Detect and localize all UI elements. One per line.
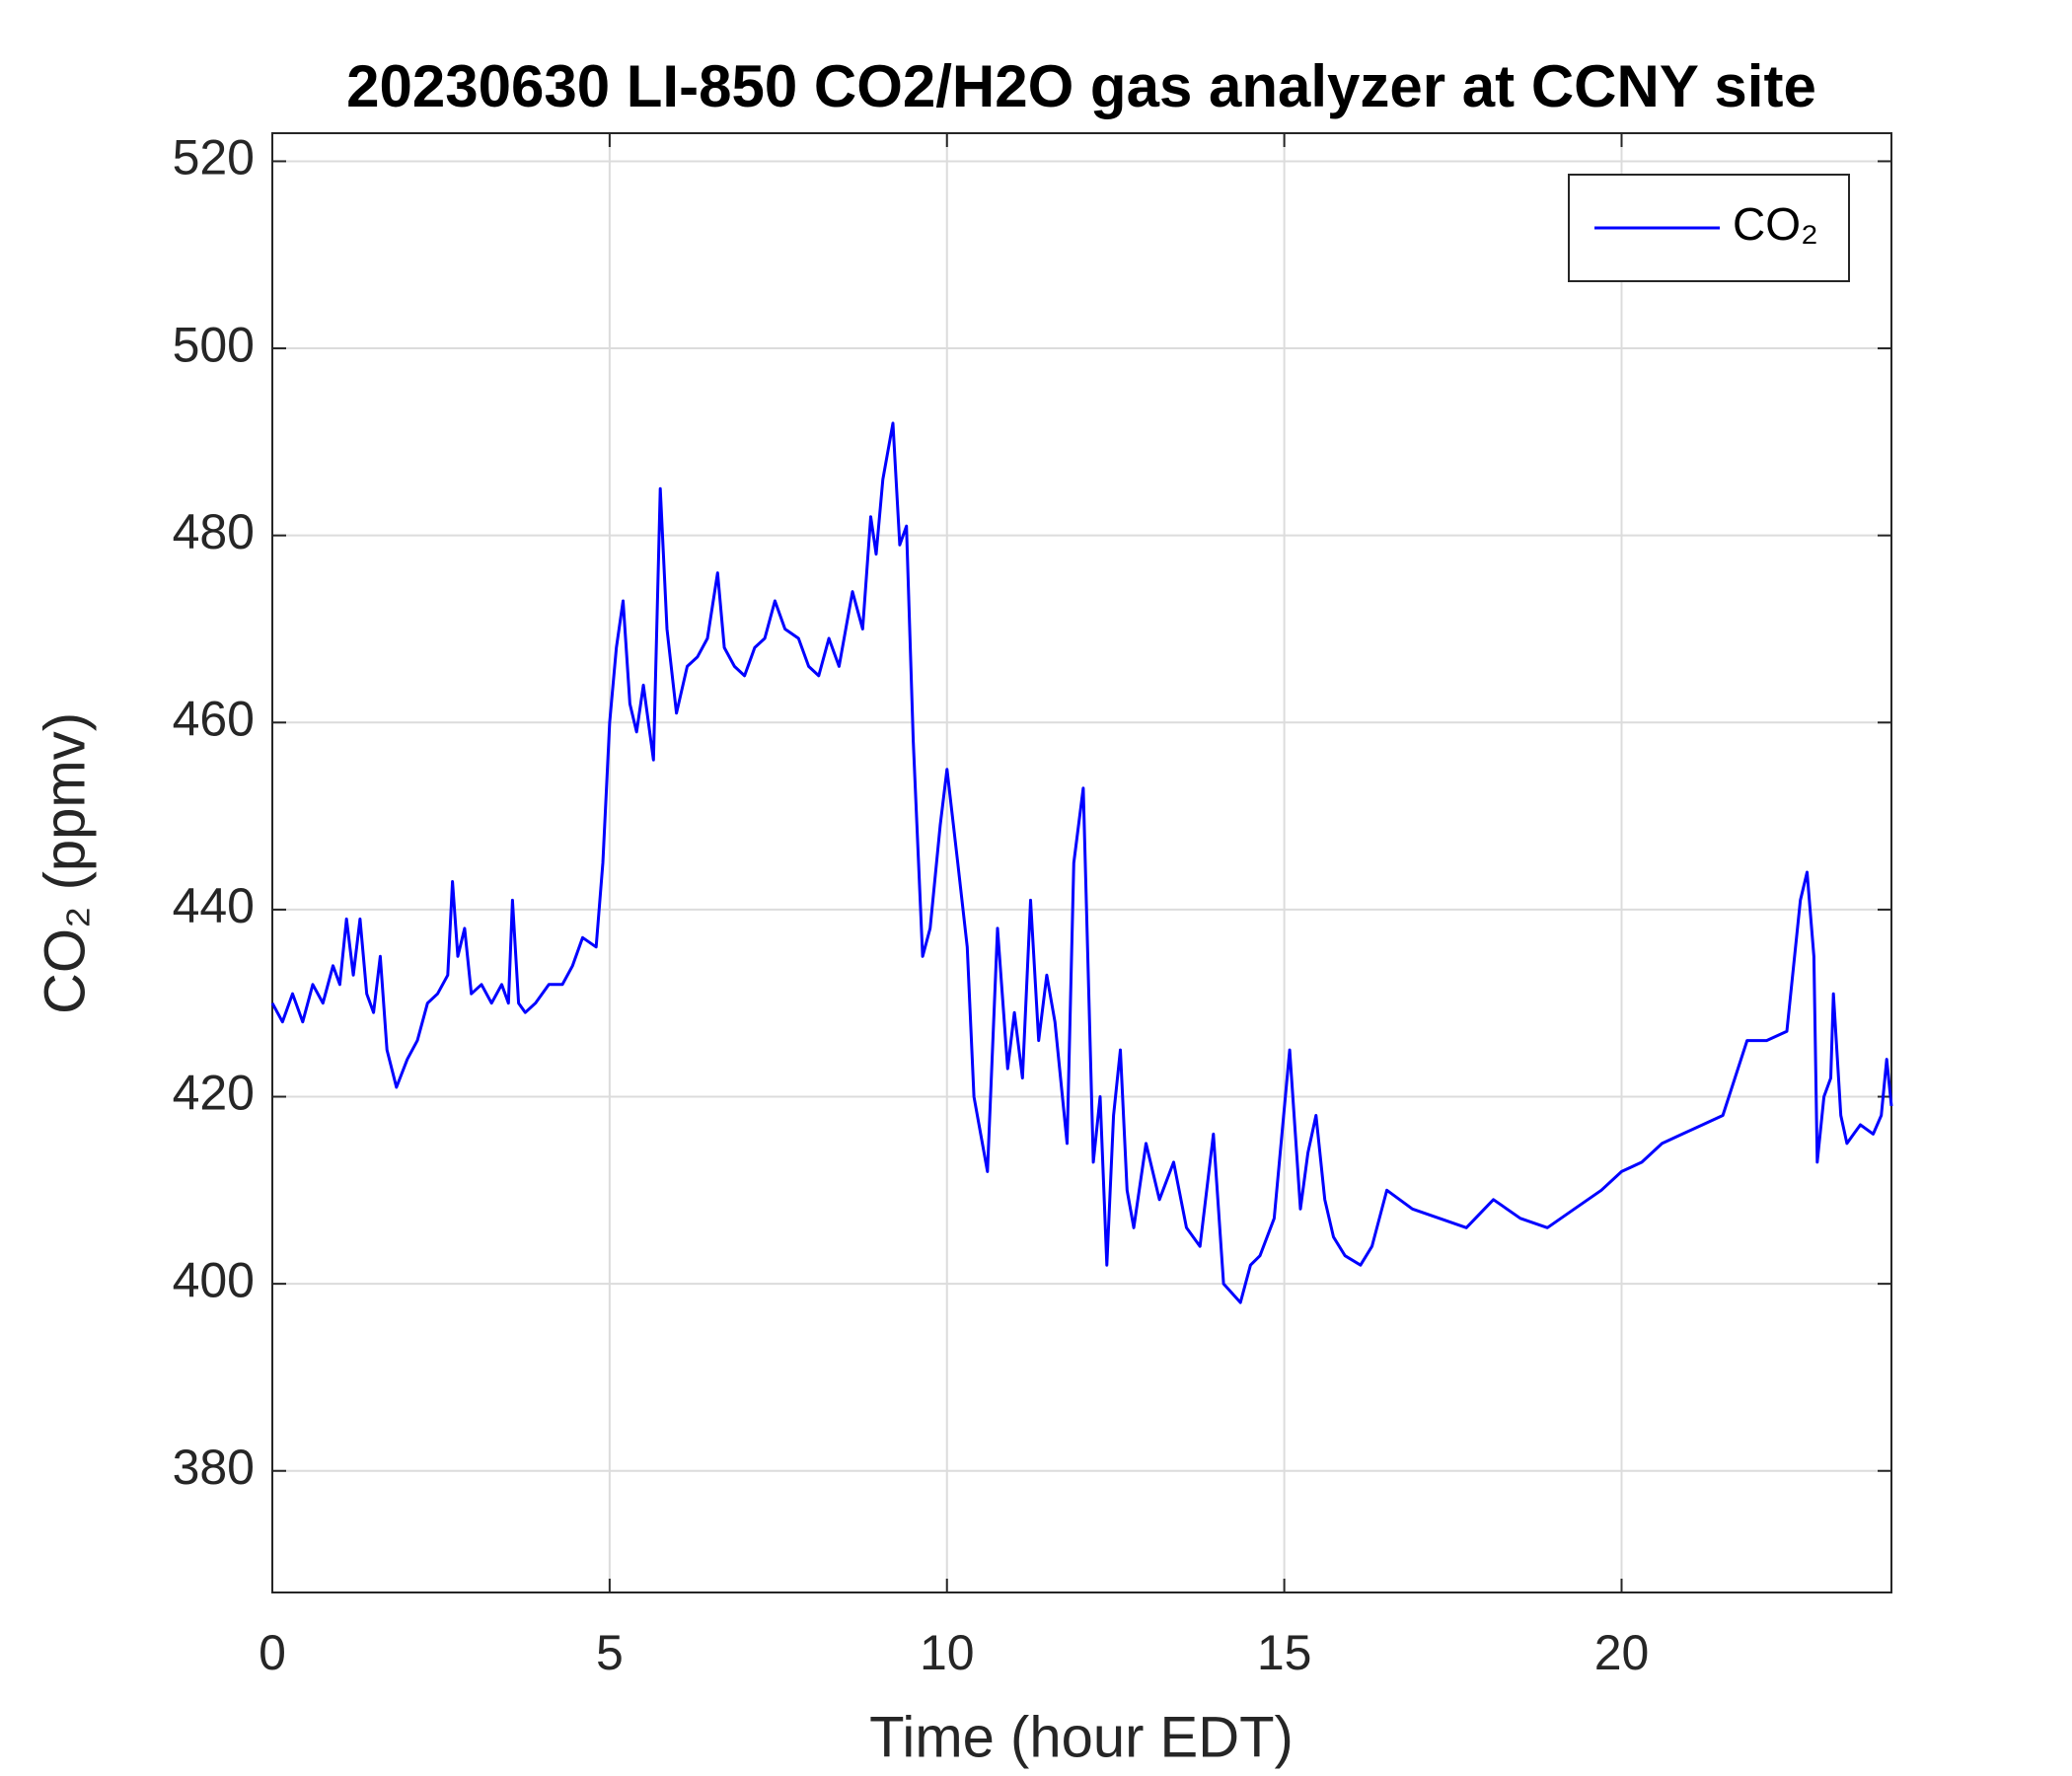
plot-frame	[271, 132, 1892, 1593]
y-tick-label: 500	[173, 317, 255, 372]
x-tick-label: 10	[920, 1625, 975, 1680]
data-line	[270, 421, 1893, 1304]
x-tick-label: 0	[259, 1625, 286, 1680]
y-tick-label: 400	[173, 1252, 255, 1307]
y-tick-label: 480	[173, 504, 255, 559]
y-axis-label: CO₂ (ppmv)	[33, 712, 97, 1014]
legend-label: CO₂	[1733, 198, 1818, 250]
y-tick-label: 520	[173, 130, 255, 185]
y-tick-label: 460	[173, 691, 255, 746]
y-tick-label: 380	[173, 1440, 255, 1495]
x-tick-label: 15	[1257, 1625, 1312, 1680]
x-axis-label: Time (hour EDT)	[869, 1705, 1294, 1769]
chart-title: 20230630 LI-850 CO2/H2O gas analyzer at …	[346, 53, 1816, 119]
x-tick-label: 20	[1594, 1625, 1650, 1680]
x-tick-label: 5	[596, 1625, 624, 1680]
y-tick-label: 420	[173, 1066, 255, 1121]
y-tick-label: 440	[173, 878, 255, 933]
